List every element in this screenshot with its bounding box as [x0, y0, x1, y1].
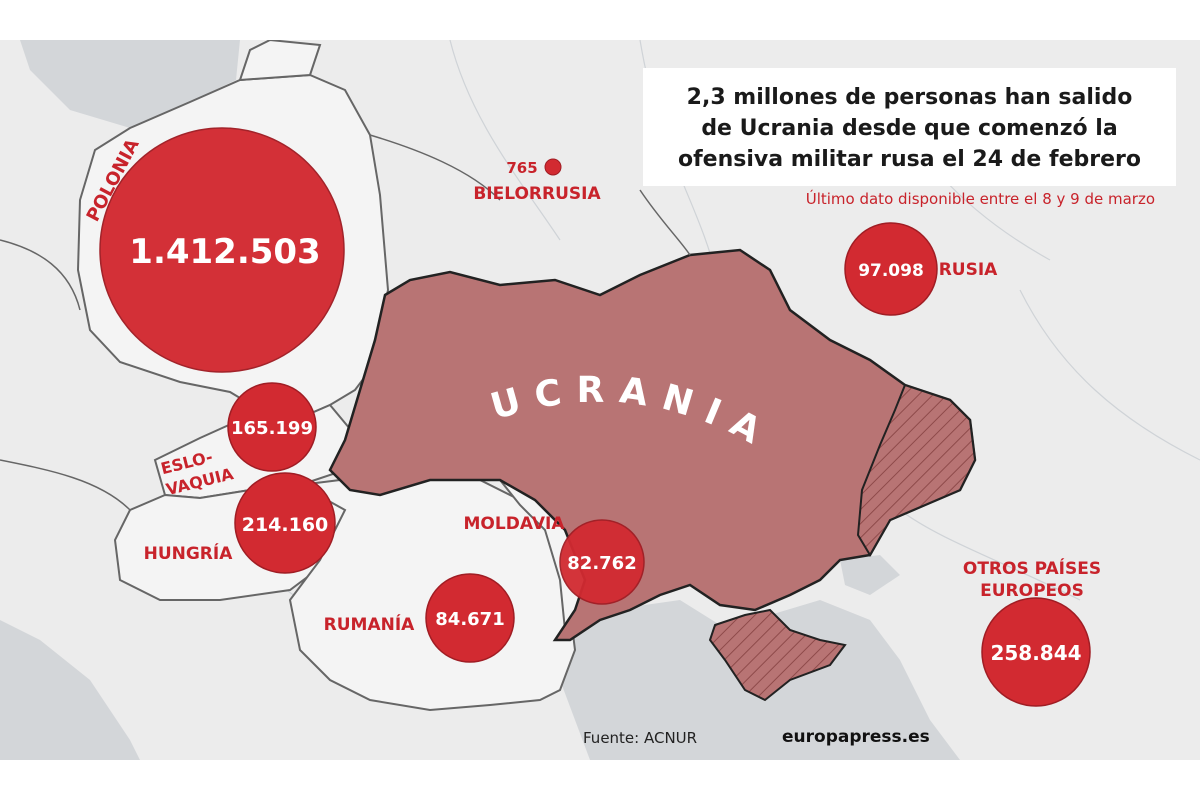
title-line-3: ofensiva militar rusa el 24 de febrero [678, 147, 1141, 172]
source-credit: Fuente: ACNUR [583, 729, 698, 747]
value-eslovaquia: 165.199 [231, 418, 313, 439]
label-bielorrusia: BIELORRUSIA [473, 184, 601, 204]
bubble-moldavia [559, 519, 645, 605]
ukraine-shape [328, 248, 977, 642]
kaliningrad-shape [238, 40, 322, 82]
title-box: 2,3 millones de personas han salido de U… [643, 68, 1176, 186]
label-rusia: RUSIA [939, 260, 998, 280]
label-rumania: RUMANÍA [324, 613, 416, 635]
bubble-bielorrusia [544, 158, 562, 176]
bubble-otros [981, 597, 1091, 707]
bubble-hungria [234, 472, 336, 574]
title-line-2: de Ucrania desde que comenzó la [701, 116, 1118, 141]
value-polonia: 1.412.503 [129, 232, 320, 272]
label-hungria: HUNGRÍA [144, 542, 234, 564]
value-moldavia: 82.762 [567, 553, 636, 574]
adriatic-sea [0, 620, 140, 760]
crimea-shape [708, 608, 847, 702]
title-line-1: 2,3 millones de personas han salido [686, 85, 1133, 110]
bubble-polonia [99, 127, 345, 373]
baltic-sea [20, 40, 240, 128]
label-otros-2: EUROPEOS [980, 581, 1084, 601]
value-rumania: 84.671 [435, 609, 504, 630]
label-moldavia: MOLDAVIA [464, 514, 566, 534]
azov-sea [840, 555, 900, 595]
value-otros: 258.844 [990, 641, 1081, 665]
borders [0, 134, 691, 511]
donbas-shape [856, 383, 977, 557]
bubble-rumania [425, 573, 515, 663]
label-otros-1: OTROS PAÍSES [963, 557, 1101, 579]
value-hungria: 214.160 [242, 514, 329, 536]
bubble-eslovaquia [227, 382, 317, 472]
subtitle: Último dato disponible entre el 8 y 9 de… [805, 190, 1155, 208]
brand-logo-text: europapress.es [782, 727, 930, 747]
value-bielorrusia: 765 [506, 159, 537, 177]
value-rusia: 97.098 [858, 261, 924, 281]
bubble-rusia [844, 222, 938, 316]
